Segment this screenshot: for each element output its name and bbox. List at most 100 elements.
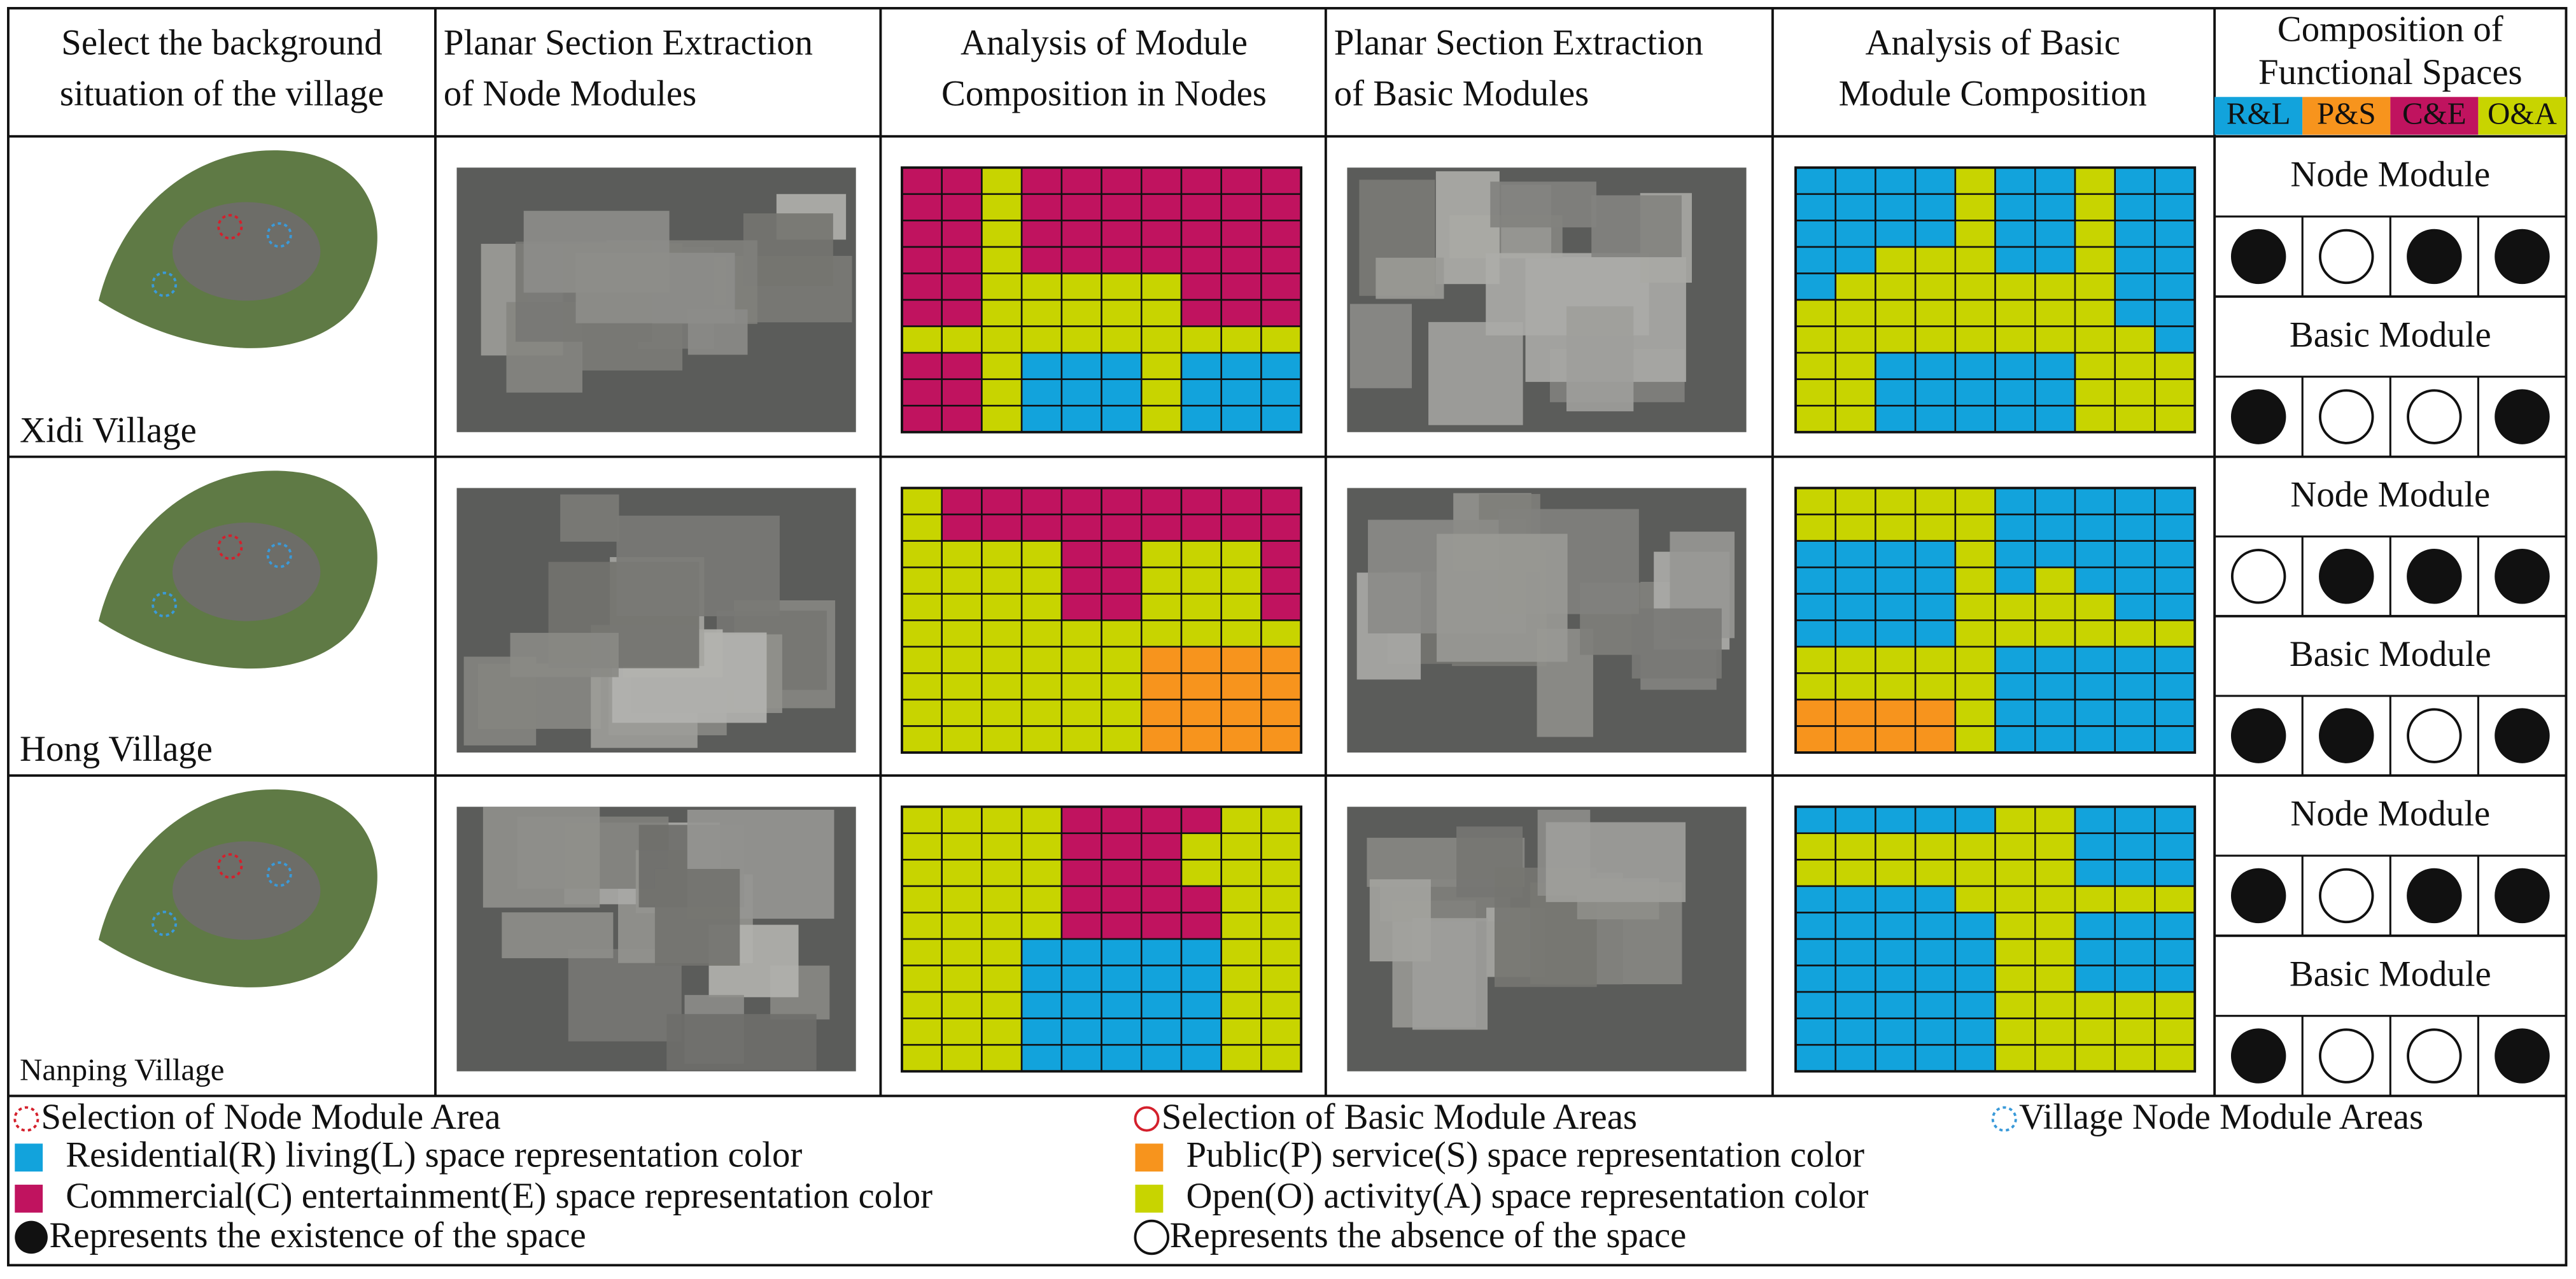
- grid-cell: [1914, 487, 1957, 516]
- grid-cell: [1020, 672, 1063, 701]
- grid-cell: [2074, 566, 2116, 595]
- grid-cell: [1140, 698, 1183, 727]
- presence-marker: [2319, 708, 2374, 763]
- grid-cell: [901, 672, 943, 701]
- grid-cell: [1260, 1017, 1302, 1046]
- grid-cell: [2154, 593, 2196, 621]
- grid-cell: [1954, 272, 1996, 301]
- grid-cell: [1954, 513, 1996, 542]
- node-area: [266, 861, 292, 887]
- grid-cell: [1994, 805, 2036, 835]
- grid-cell: [2154, 513, 2196, 542]
- grid-cell: [981, 698, 1023, 727]
- grid-cell: [941, 672, 983, 701]
- grid-cell: [2074, 593, 2116, 621]
- village-core: [172, 202, 321, 301]
- grid-cell: [981, 1017, 1023, 1046]
- grid-cell: [1914, 220, 1957, 248]
- grid-cell: [1140, 1017, 1183, 1046]
- grid-cell: [1060, 593, 1102, 621]
- grid-cell: [1060, 991, 1102, 1019]
- grid-cell: [1060, 672, 1102, 701]
- grid-cell: [1954, 220, 1996, 248]
- grid-cell: [1994, 220, 2036, 248]
- grid-cell: [2114, 540, 2156, 569]
- grid-cell: [1794, 566, 1837, 595]
- grid-cell: [1220, 832, 1262, 861]
- grid-cell: [1220, 885, 1262, 914]
- grid-cell: [2074, 646, 2116, 674]
- grid-cell: [1260, 672, 1302, 701]
- grid-cell: [1875, 1043, 1917, 1073]
- grid-cell: [1834, 965, 1876, 993]
- grid-border: [1794, 166, 2197, 434]
- grid-cell: [1260, 351, 1302, 380]
- grid-cell: [2034, 487, 2076, 516]
- grid-cell: [2074, 404, 2116, 434]
- grid-cell: [1060, 832, 1102, 861]
- grid-cell: [981, 885, 1023, 914]
- grid-cell: [2114, 246, 2156, 274]
- grid-cell: [2034, 885, 2076, 914]
- grid-cell: [1794, 1043, 1837, 1073]
- grid-cell: [1994, 193, 2036, 222]
- grid-cell: [1914, 912, 1957, 940]
- grid-cell: [1875, 566, 1917, 595]
- grid-cell: [2034, 859, 2076, 887]
- grid-cell: [1875, 325, 1917, 354]
- grid-cell: [1834, 566, 1876, 595]
- grid-cell: [1994, 646, 2036, 674]
- grid-cell: [1994, 832, 2036, 861]
- legend-text: Open(O) activity(A) space representation…: [1186, 1176, 1868, 1216]
- grid-cell: [2074, 991, 2116, 1019]
- grid-cell: [1914, 246, 1957, 274]
- grid-cell: [1954, 859, 1996, 887]
- grid-cell: [941, 166, 983, 195]
- presence-marker: [2407, 868, 2462, 924]
- grid-cell: [1954, 566, 1996, 595]
- grid-cell: [1794, 299, 1837, 327]
- grid-cell: [1260, 378, 1302, 407]
- grid-cell: [1260, 991, 1302, 1019]
- grid-cell: [941, 566, 983, 595]
- grid-cell: [1875, 487, 1917, 516]
- grid-cell: [2114, 351, 2156, 380]
- grid-cell: [941, 1017, 983, 1046]
- grid-cell: [981, 859, 1023, 887]
- grid-cell: [981, 351, 1023, 380]
- grid-cell: [1260, 593, 1302, 621]
- grid-cell: [981, 325, 1023, 354]
- grid-cell: [901, 805, 943, 835]
- grid-cell: [2034, 166, 2076, 195]
- grid-cell: [1834, 593, 1876, 621]
- grid-cell: [1101, 272, 1143, 301]
- grid-cell: [2114, 832, 2156, 861]
- grid-cell: [2114, 299, 2156, 327]
- grid-cell: [1140, 805, 1183, 835]
- grid-cell: [1140, 193, 1183, 222]
- grid-cell: [1220, 593, 1262, 621]
- header-text: Functional Spaces: [2258, 52, 2523, 92]
- grid-cell: [2154, 220, 2196, 248]
- header-text: of Node Modules: [444, 73, 696, 113]
- grid-cell: [1020, 1043, 1063, 1073]
- grid-cell: [2154, 566, 2196, 595]
- presence-marker: [2230, 708, 2286, 763]
- grid-cell: [2154, 885, 2196, 914]
- grid-cell: [2114, 220, 2156, 248]
- grid-cell: [981, 566, 1023, 595]
- presence-marker: [2319, 229, 2374, 285]
- grid-cell: [1220, 672, 1262, 701]
- grid-cell: [941, 965, 983, 993]
- grid-cell: [2154, 619, 2196, 648]
- grid-cell: [2114, 859, 2156, 887]
- grid-cell: [901, 1017, 943, 1046]
- grid-cell: [1875, 619, 1917, 648]
- grid-cell: [941, 593, 983, 621]
- grid-cell: [1914, 805, 1957, 835]
- grid-cell: [901, 1043, 943, 1073]
- grid-cell: [901, 991, 943, 1019]
- grid-cell: [1060, 220, 1102, 248]
- grid-cell: [2034, 593, 2076, 621]
- grid-cell: [2034, 646, 2076, 674]
